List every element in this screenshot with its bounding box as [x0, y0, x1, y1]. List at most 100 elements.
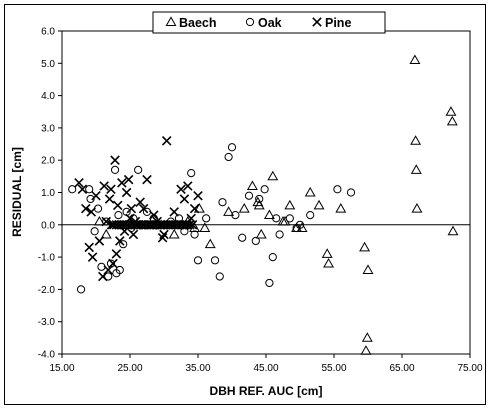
pine-point: [117, 178, 127, 188]
pine-point: [138, 203, 149, 214]
y-axis-ticks: 6.0 5.0 4.0 3.0 2.0 1.0 0.0 -1.0 -2.0 -3.0 -4.0: [38, 27, 62, 361]
oak-point: [285, 214, 294, 223]
x-tick-label: 65.00: [389, 363, 414, 374]
x-tick-label: 35.00: [185, 363, 210, 374]
data-points: [68, 54, 459, 355]
baech-point: [255, 228, 267, 239]
pine-point: [169, 207, 179, 217]
oak-point: [272, 214, 281, 223]
y-tick-label: 6.0: [41, 27, 55, 38]
oak-point: [227, 143, 237, 152]
legend-oak-label: Oak: [258, 16, 282, 30]
oak-point: [295, 220, 305, 229]
oak-point: [244, 191, 254, 200]
legend: Baech Oak Pine: [152, 11, 386, 34]
pine-band-point: [187, 220, 198, 230]
oak-point: [260, 185, 269, 194]
oak-point: [114, 211, 123, 220]
pine-point: [111, 249, 122, 259]
baech-point: [223, 206, 235, 216]
x-axis-ticks: 15.00 25.00 35.00 45.00 55.00 65.00 75.00: [49, 354, 483, 374]
oak-point: [134, 165, 143, 174]
legend-box: [152, 11, 386, 34]
oak-point: [187, 169, 196, 178]
baech-point: [313, 199, 325, 210]
baech-point: [204, 238, 216, 249]
pine-point: [110, 155, 120, 165]
oak-point: [218, 198, 227, 207]
y-axis-label: RESIDUAL [cm]: [10, 147, 24, 237]
oak-point: [119, 240, 128, 249]
oak-point: [255, 194, 264, 204]
pine-point: [142, 174, 152, 185]
baech-point: [361, 332, 373, 342]
baech-point: [93, 215, 105, 226]
baech-point: [410, 164, 422, 174]
baech-point: [193, 203, 205, 213]
x-axis-label: DBH REF. AUC [cm]: [210, 384, 323, 398]
y-tick-label: 0.0: [41, 220, 55, 231]
pine-point: [183, 181, 193, 191]
pine-point: [193, 190, 203, 201]
pine-point: [145, 220, 156, 230]
legend-pine-label: Pine: [325, 16, 351, 30]
oak-point: [224, 152, 233, 162]
pine-point: [104, 194, 115, 204]
baech-point: [100, 228, 112, 239]
pine-point: [86, 207, 97, 217]
oak-point: [110, 165, 120, 174]
baech-point: [168, 228, 180, 239]
legend-oak-marker: [245, 17, 255, 27]
oak-point: [265, 278, 274, 288]
oak-point: [306, 211, 315, 220]
pine-point: [121, 187, 132, 198]
y-tick-label: 4.0: [41, 91, 55, 102]
pine-point: [108, 258, 118, 269]
pine-point: [74, 178, 84, 188]
oak-point: [86, 194, 95, 204]
baech-point: [360, 345, 372, 355]
pine-point: [84, 242, 94, 253]
pine-point: [179, 194, 190, 204]
pine-point: [135, 197, 145, 207]
oak-point: [238, 233, 247, 242]
pine-point: [81, 203, 91, 214]
baech-point: [410, 135, 422, 145]
y-tick-label: 1.0: [41, 188, 55, 199]
oak-point: [68, 185, 77, 194]
oak-point: [346, 188, 356, 197]
pine-point: [149, 210, 159, 220]
y-tick-label: 3.0: [41, 123, 55, 134]
oak-point: [210, 256, 220, 265]
pine-point: [77, 184, 88, 195]
x-tick-label: 75.00: [457, 363, 482, 374]
baech-point: [409, 54, 421, 65]
oak-point: [90, 227, 99, 236]
baech-point: [359, 241, 371, 252]
pine-band-point: [185, 220, 195, 230]
baech-point: [362, 264, 374, 274]
baech-point: [411, 203, 423, 213]
baech-point: [321, 248, 333, 258]
oak-point: [190, 230, 199, 239]
y-tick-label: -1.0: [38, 253, 56, 264]
baech-point: [267, 170, 279, 181]
pine-point: [115, 236, 125, 246]
pine-point: [94, 236, 105, 246]
legend-pine-marker: [312, 17, 322, 27]
baech-point: [447, 225, 459, 236]
baech-point: [335, 203, 347, 213]
baech-point: [445, 106, 457, 116]
legend-baech-marker: [165, 16, 177, 26]
y-tick-label: 5.0: [41, 59, 55, 70]
y-tick-label: -3.0: [38, 317, 56, 328]
pine-point: [103, 265, 114, 275]
baech-point: [323, 257, 335, 268]
oak-point: [268, 253, 277, 262]
pine-point: [128, 229, 139, 240]
legend-baech-label: Baech: [179, 16, 217, 30]
baech-point: [253, 199, 265, 210]
pine-point: [123, 174, 134, 185]
baech-point: [263, 209, 275, 220]
